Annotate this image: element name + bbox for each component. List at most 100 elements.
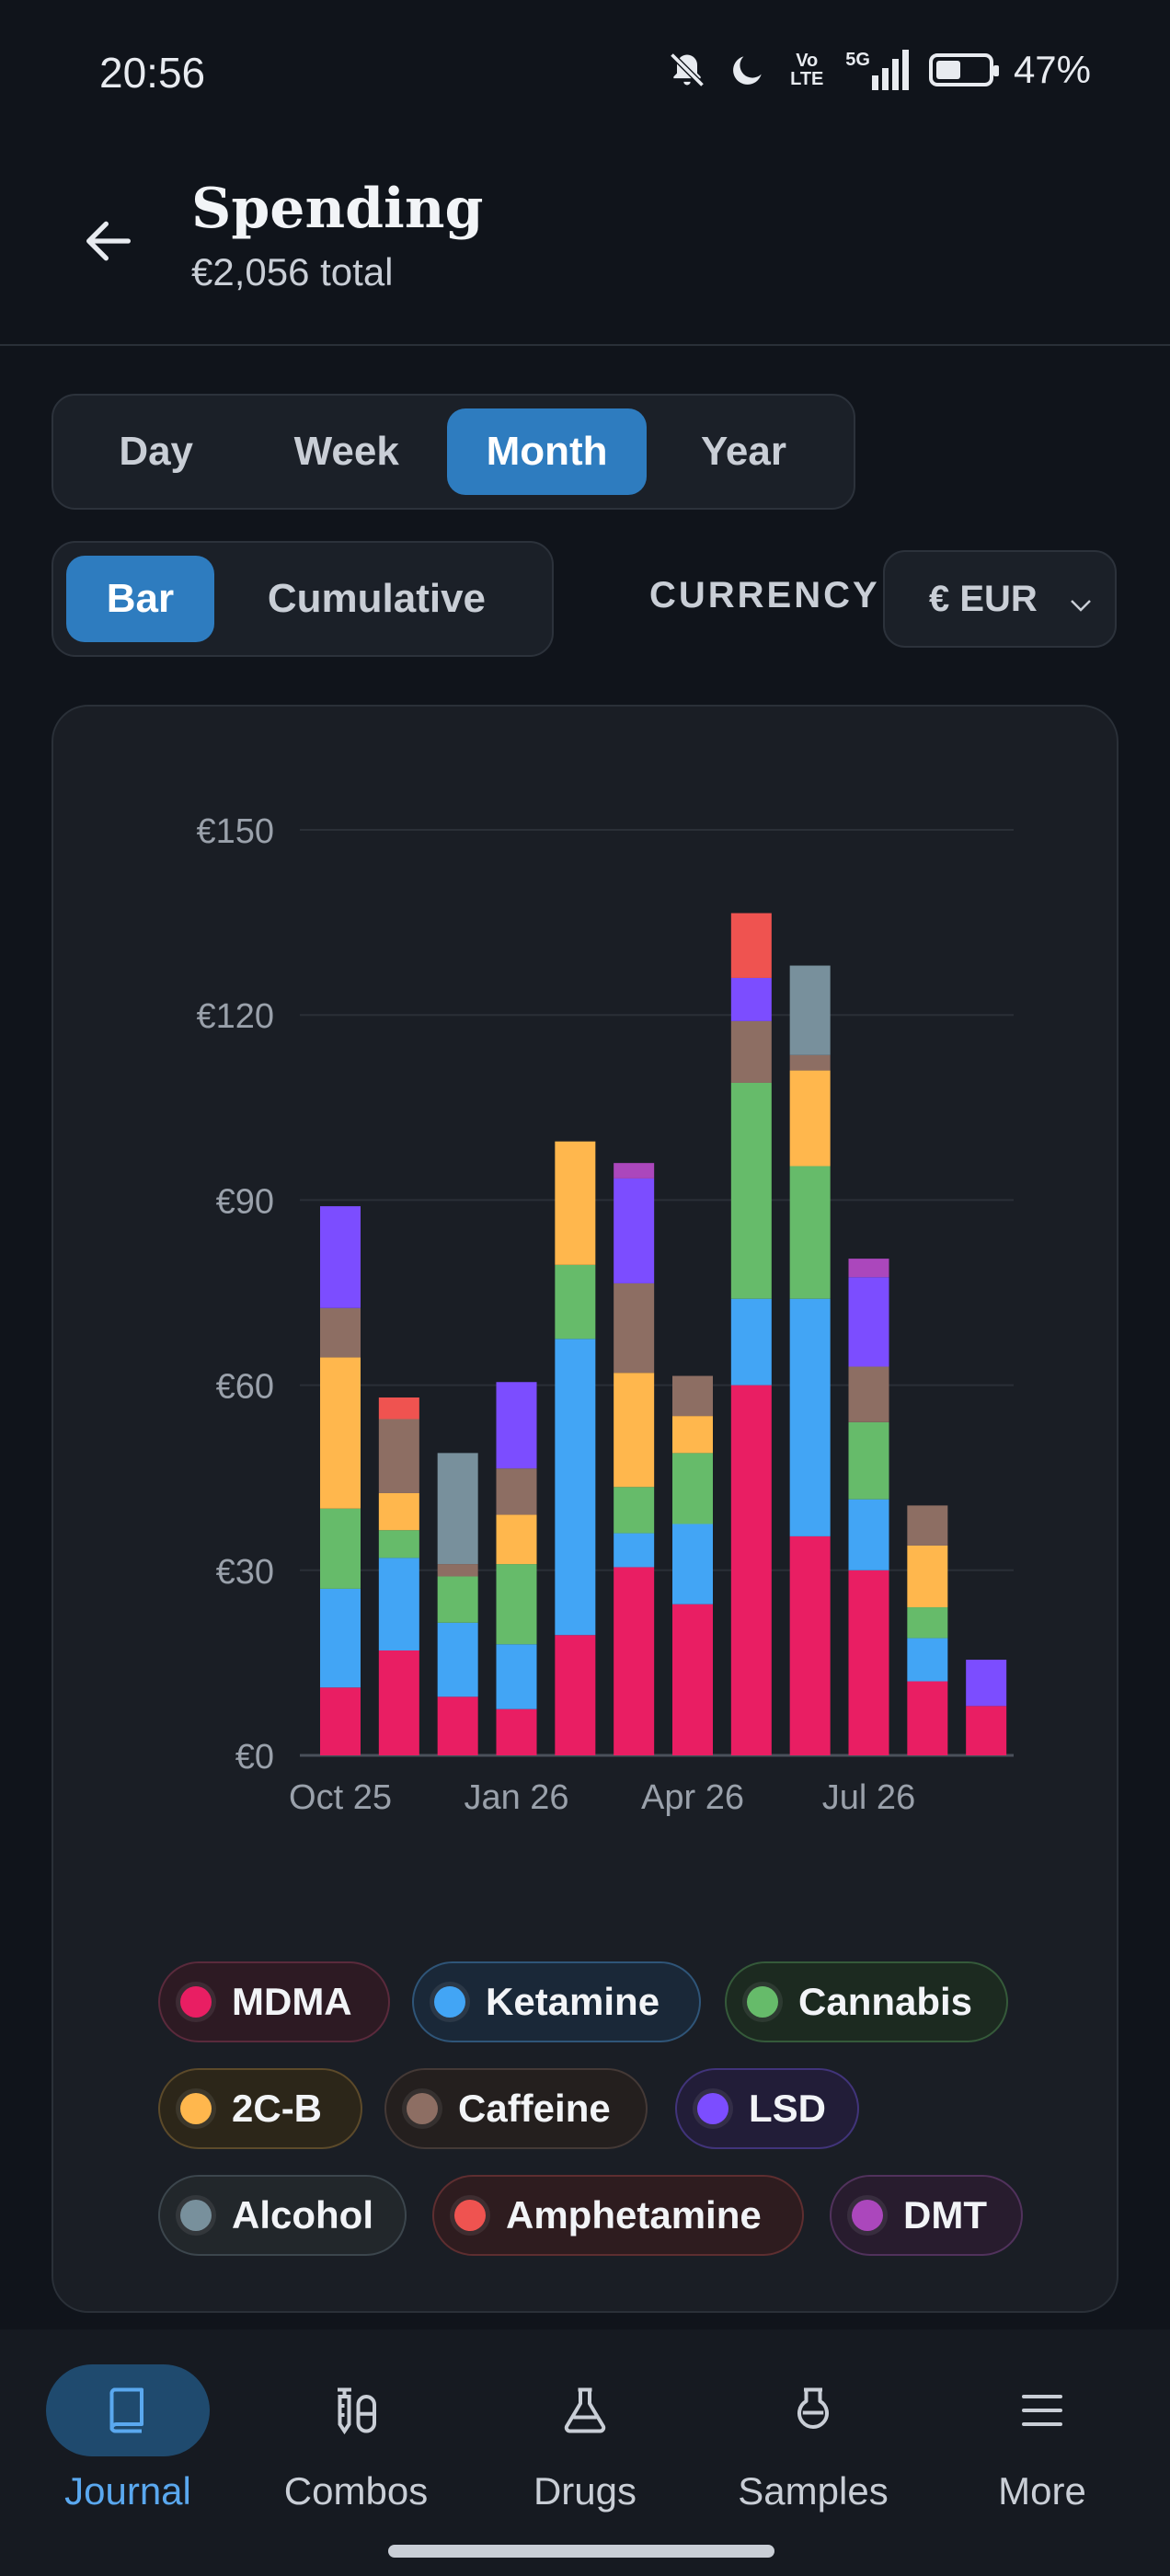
menu-icon: [960, 2364, 1124, 2456]
bar-segment-ketamine: [789, 1298, 831, 1536]
beaker-icon: [731, 2364, 895, 2456]
volte-indicator: Vo LTE: [790, 51, 824, 89]
bar-segment-2c-b: [555, 1141, 596, 1265]
bar-segment-mdma: [555, 1635, 596, 1755]
spending-chart-card: €0 €30 €60 €90 €120 €150 Oct 25 Jan 26 Apr 26 Jul…: [52, 705, 1118, 2313]
nav-label: Journal: [64, 2469, 191, 2513]
bar-segment-mdma: [966, 1706, 1007, 1755]
bar-segment-mdma: [437, 1696, 478, 1755]
back-arrow-icon[interactable]: [79, 212, 138, 270]
legend-dot: [697, 2093, 728, 2124]
nav-more[interactable]: More: [927, 2364, 1157, 2539]
legend-dot: [454, 2200, 486, 2231]
bar-segment-caffeine: [320, 1307, 361, 1358]
legend-dot: [434, 1986, 465, 2018]
x-tick-label: Oct 25: [289, 1778, 392, 1817]
bar-segment-cannabis: [907, 1607, 948, 1639]
legend-dot: [407, 2093, 438, 2124]
x-tick-label: Jul 26: [822, 1778, 915, 1817]
bar-segment-mdma: [496, 1708, 537, 1755]
tab-month[interactable]: Month: [447, 408, 647, 495]
legend-chip-dmt[interactable]: DMT: [830, 2175, 1023, 2256]
bar-segment-cannabis: [496, 1564, 537, 1645]
nav-label: More: [998, 2469, 1086, 2513]
legend-chip-ketamine[interactable]: Ketamine: [412, 1961, 701, 2042]
legend-dot: [180, 2093, 212, 2124]
bar-segment-caffeine: [614, 1282, 655, 1374]
legend-chip-lsd[interactable]: LSD: [675, 2068, 859, 2149]
legend-chip-amphetamine[interactable]: Amphetamine: [432, 2175, 804, 2256]
page-title: Spending: [191, 177, 484, 241]
bar-segment-2c-b: [320, 1357, 361, 1509]
nav-label: Drugs: [533, 2469, 637, 2513]
legend-chip-caffeine[interactable]: Caffeine: [384, 2068, 648, 2149]
bar-segment-lsd: [966, 1660, 1007, 1707]
legend-chip-alcohol[interactable]: Alcohol: [158, 2175, 407, 2256]
bar-segment-2c-b: [496, 1514, 537, 1565]
legend-label: Cannabis: [798, 1980, 973, 2023]
legend-dot: [180, 1986, 212, 2018]
bar-segment-cannabis: [672, 1453, 713, 1524]
bar-segment-mdma: [378, 1650, 419, 1755]
page-header: Spending €2,056 total: [0, 129, 1170, 346]
bar-segment-ketamine: [672, 1524, 713, 1604]
legend-dot: [852, 2200, 883, 2231]
bar-segment-2c-b: [907, 1545, 948, 1608]
home-indicator[interactable]: [388, 2545, 774, 2558]
bar-segment-ketamine: [907, 1638, 948, 1682]
spending-bar-chart[interactable]: €0 €30 €60 €90 €120 €150 Oct 25 Jan 26 Apr 26 Jul…: [53, 707, 1120, 1903]
status-bar: 20:56 Vo LTE 5G 47%: [0, 0, 1170, 129]
bar-segment-lsd: [496, 1382, 537, 1469]
legend-label: DMT: [903, 2193, 987, 2237]
legend-label: MDMA: [232, 1980, 352, 2023]
tab-bar[interactable]: Bar: [66, 556, 214, 642]
bar-segment-ketamine: [555, 1339, 596, 1636]
bar-segment-cannabis: [730, 1082, 772, 1299]
bar-segment-caffeine: [789, 1054, 831, 1071]
bar-segment-lsd: [320, 1206, 361, 1308]
bar-segment-2c-b: [378, 1492, 419, 1531]
bar-segment-caffeine: [730, 1020, 772, 1083]
bar-segment-mdma: [907, 1681, 948, 1755]
y-tick-label: €120: [196, 997, 274, 1036]
nav-drugs[interactable]: Drugs: [470, 2364, 700, 2539]
bar-segment-mdma: [614, 1567, 655, 1755]
y-tick-label: €0: [235, 1738, 274, 1777]
nav-journal[interactable]: Journal: [13, 2364, 243, 2539]
nav-combos[interactable]: Combos: [241, 2364, 471, 2539]
tab-cumulative[interactable]: Cumulative: [267, 576, 487, 621]
legend-dot: [180, 2200, 212, 2231]
currency-value: € EUR: [929, 578, 1038, 619]
bar-segment-dmt: [614, 1163, 655, 1179]
network-type: 5G: [845, 50, 870, 70]
bar-segment-caffeine: [437, 1564, 478, 1577]
bar-segment-cannabis: [378, 1530, 419, 1558]
legend-chip-2c-b[interactable]: 2C-B: [158, 2068, 362, 2149]
legend-chip-mdma[interactable]: MDMA: [158, 1961, 390, 2042]
bar-segment-dmt: [848, 1259, 889, 1278]
bar-segment-lsd: [848, 1277, 889, 1367]
bar-segment-caffeine: [907, 1505, 948, 1546]
mute-bell-icon: [667, 50, 707, 90]
bar-segment-mdma: [320, 1687, 361, 1755]
tab-year[interactable]: Year: [701, 429, 786, 474]
book-icon: [46, 2364, 210, 2456]
legend-label: Amphetamine: [506, 2193, 762, 2237]
bar-segment-lsd: [730, 977, 772, 1021]
currency-dropdown[interactable]: € EUR: [883, 550, 1117, 648]
battery-percent: 47%: [1013, 48, 1091, 91]
tab-week[interactable]: Week: [293, 429, 399, 474]
battery-icon: [928, 53, 999, 86]
moon-icon: [728, 50, 768, 90]
x-tick-label: Jan 26: [464, 1778, 568, 1817]
legend-label: Ketamine: [486, 1980, 660, 2023]
bar-segment-mdma: [789, 1535, 831, 1755]
legend-label: 2C-B: [232, 2087, 323, 2130]
nav-samples[interactable]: Samples: [698, 2364, 928, 2539]
bar-segment-mdma: [672, 1604, 713, 1755]
tab-day[interactable]: Day: [119, 429, 194, 474]
legend-chip-cannabis[interactable]: Cannabis: [725, 1961, 1008, 2042]
legend-label: LSD: [749, 2087, 826, 2130]
syringe-pills-icon: [274, 2364, 438, 2456]
legend-dot: [747, 1986, 778, 2018]
